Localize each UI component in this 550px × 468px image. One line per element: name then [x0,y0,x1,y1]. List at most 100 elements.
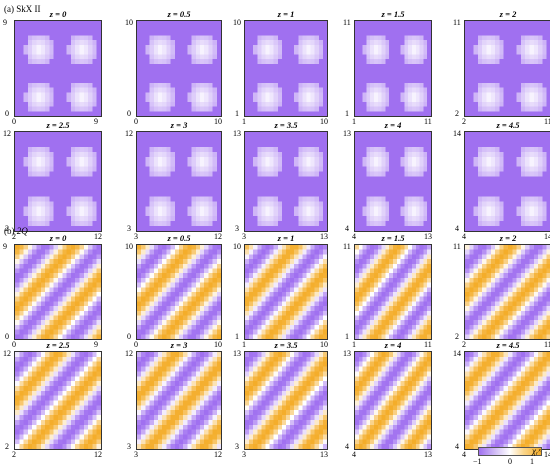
map-cell [318,166,323,172]
map-cell [40,21,46,26]
map-cell [174,21,180,26]
map-cell [508,87,513,93]
map-cell [286,87,291,93]
map-cell [88,181,93,187]
map-cell [36,245,41,250]
map-cell [79,176,84,182]
map-cell [216,111,221,116]
map-cell [366,206,371,212]
map-cell [412,196,416,202]
map-cell [166,161,171,167]
map-cell [473,186,478,192]
map-cell [58,141,63,147]
map-cell [512,136,517,142]
map-cell [174,181,180,187]
map-cell [495,216,500,222]
map-cell [158,315,163,321]
map-cell [469,201,474,207]
map-cell [298,40,303,45]
map-cell [96,263,101,269]
map-cell [208,282,213,288]
map-cell [249,310,254,316]
map-cell [174,245,180,250]
map-cell [546,40,550,45]
map-cell [187,221,192,227]
map-cell [166,216,171,222]
map-cell [88,282,93,288]
map-cell [245,156,250,162]
map-cell [245,181,250,187]
map-cell [32,30,37,36]
map-cell [145,329,150,335]
map-cell [529,35,534,41]
map-cell [58,49,63,55]
map-cell [32,301,37,307]
map-cell [36,40,41,45]
map-cell [546,186,550,192]
map-cell [415,106,420,112]
map-cell [427,161,431,167]
map-cell [200,226,205,231]
map-cell [62,151,67,157]
map-cell [302,186,307,192]
map-cell [79,211,84,217]
map-cell [170,25,175,31]
map-cell [427,44,431,50]
map-cell [400,216,405,222]
map-cell [200,54,205,60]
map-cell [70,329,76,335]
map-cell [88,201,93,207]
map-cell [257,249,262,255]
map-cell [23,334,28,339]
map-cell [204,306,209,311]
map-cell [174,68,180,74]
map-cell [88,216,93,222]
map-cell [141,40,146,45]
map-cell [40,44,46,50]
map-cell [370,181,375,187]
map-cell [174,40,180,45]
map-cell [298,166,303,172]
map-cell [277,216,282,222]
map-cell [195,196,201,202]
map-cell [314,25,319,31]
map-cell [415,136,420,142]
map-cell [253,221,258,227]
map-cell [153,287,159,293]
map-cell [216,181,221,187]
map-cell [27,306,33,311]
map-cell [525,166,530,172]
map-cell [208,54,213,60]
map-cell [423,161,428,167]
map-cell [538,101,543,107]
map-cell [503,63,509,69]
map-cell [216,282,221,288]
map-cell [465,106,470,112]
map-cell [538,59,543,64]
map-cell [32,78,37,83]
map-cell [88,63,93,69]
map-cell [36,206,41,212]
map-cell [137,25,142,31]
map-cell [525,161,530,167]
map-cell [158,196,163,202]
map-cell [473,30,478,36]
map-cell [385,132,390,138]
map-cell [393,211,397,217]
map-cell [75,196,80,202]
map-cell [486,216,491,222]
map-cell [273,166,278,172]
map-cell [362,146,367,152]
map-cell [546,87,550,93]
map-cell [66,249,71,255]
map-cell [381,78,386,83]
map-cell [187,268,192,274]
map-cell [166,44,171,50]
map-cell [542,63,547,69]
map-cell [415,151,420,157]
map-cell [137,320,142,325]
map-cell [253,263,258,269]
map-cell [92,306,97,311]
map-cell [404,201,409,207]
map-cell [294,161,299,167]
